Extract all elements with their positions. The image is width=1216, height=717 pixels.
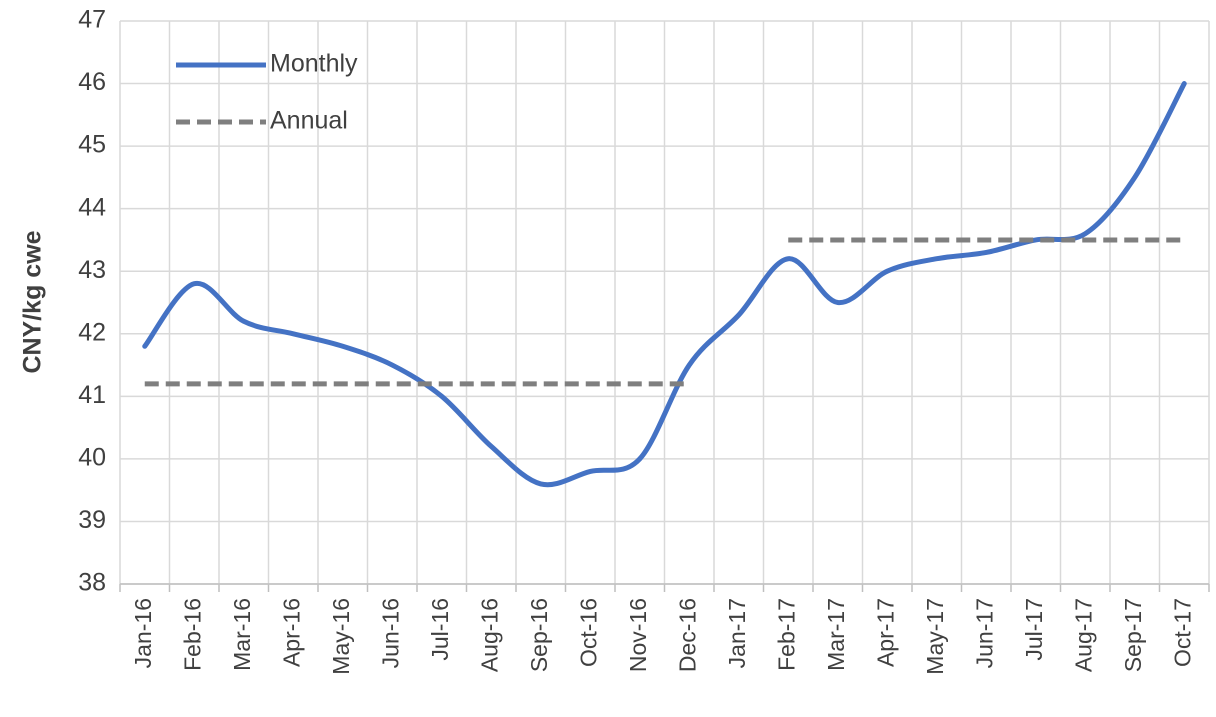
- y-tick-label: 41: [78, 381, 106, 409]
- series-line: [142, 81, 1187, 488]
- y-axis-title: CNY/kg cwe: [19, 230, 47, 373]
- x-tick-label: Mar-16: [229, 598, 255, 671]
- y-tick-label: 46: [78, 68, 106, 96]
- y-tick-label: 45: [78, 131, 106, 159]
- x-tick-label: Jul-17: [1021, 598, 1047, 661]
- series-line: [144, 237, 1185, 387]
- legend-label: Annual: [270, 107, 348, 135]
- x-tick-label: Sep-16: [526, 598, 552, 672]
- x-tick-label: Oct-16: [575, 598, 601, 667]
- y-tick-label: 42: [78, 318, 106, 346]
- x-tick-label: Jun-16: [377, 598, 403, 668]
- x-tick-label: Jun-17: [971, 598, 997, 668]
- x-tick-label: Feb-16: [179, 598, 205, 671]
- y-tick-label: 40: [78, 443, 106, 471]
- y-tick-label: 43: [78, 256, 106, 284]
- y-tick-label: 44: [78, 193, 106, 221]
- x-tick-label: Jan-16: [130, 598, 156, 668]
- y-tick-label: 39: [78, 506, 106, 534]
- x-tick-label: Oct-17: [1169, 598, 1195, 667]
- x-tick-label: Apr-16: [278, 598, 304, 667]
- x-tick-label: Apr-17: [872, 598, 898, 667]
- x-tick-label: Dec-16: [674, 598, 700, 672]
- x-tick-label: May-17: [922, 598, 948, 675]
- legend-label: Monthly: [270, 50, 358, 78]
- x-tick-label: Jan-17: [724, 598, 750, 668]
- x-tick-label: Aug-16: [476, 598, 502, 672]
- x-tick-label: Mar-17: [823, 598, 849, 671]
- x-tick-label: Sep-17: [1120, 598, 1146, 672]
- x-tick-label: Aug-17: [1070, 598, 1096, 672]
- x-tick-label: Jul-16: [427, 598, 453, 661]
- x-tick-label: Feb-17: [773, 598, 799, 671]
- x-tick-label: May-16: [328, 598, 354, 675]
- y-tick-label: 38: [78, 569, 106, 597]
- x-tick-label: Nov-16: [625, 598, 651, 672]
- y-tick-label: 47: [78, 6, 106, 34]
